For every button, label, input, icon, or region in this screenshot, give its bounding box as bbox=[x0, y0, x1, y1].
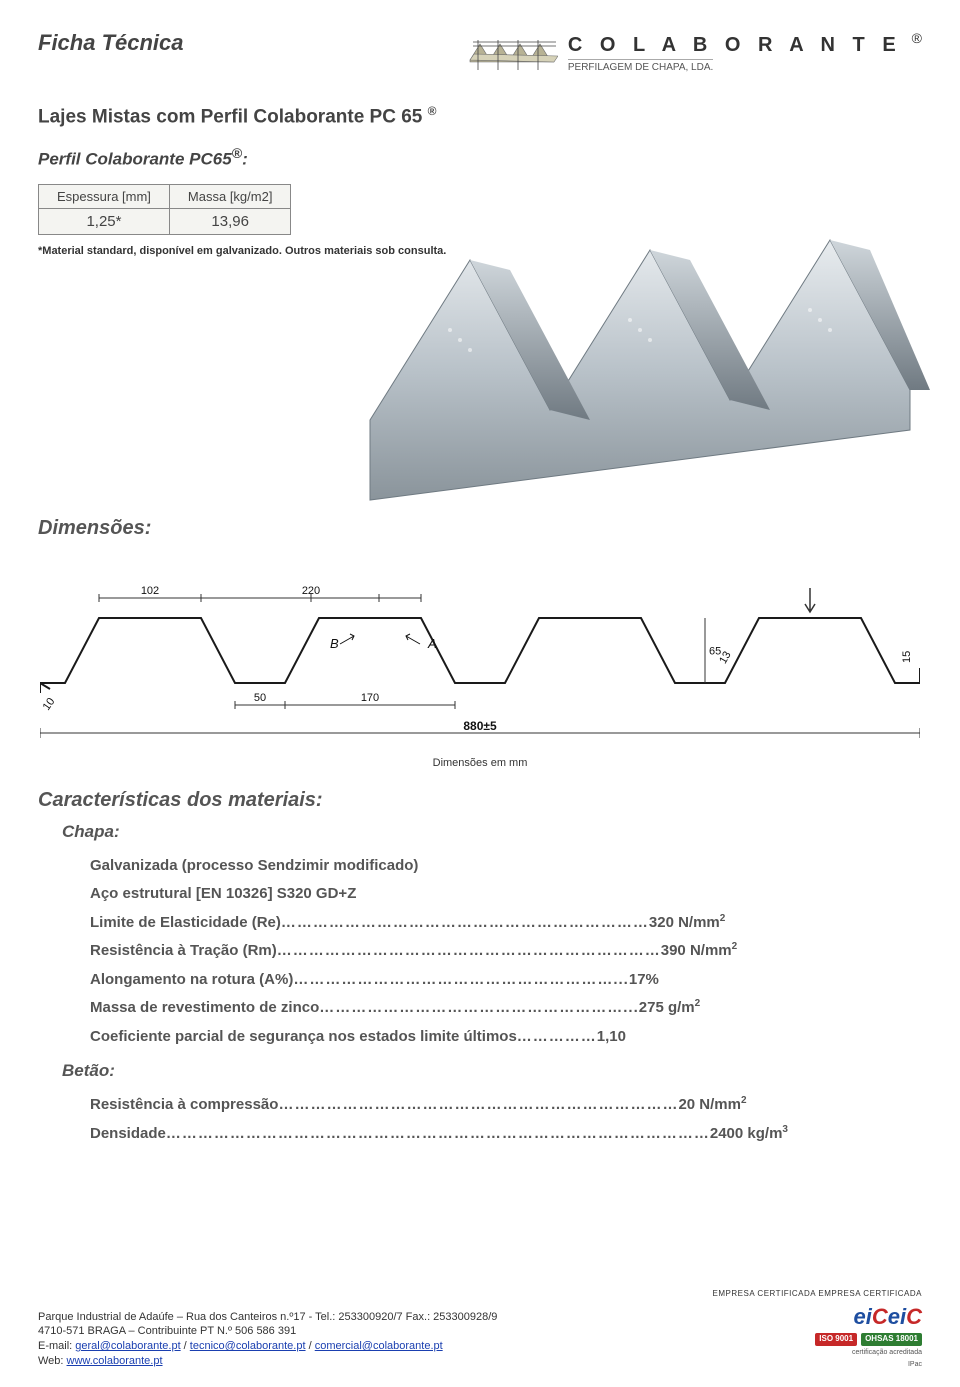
prop-value: 20 N/mm2 bbox=[678, 1091, 746, 1120]
brand-name: C O L A B O R A N T E bbox=[568, 34, 902, 57]
email-link-1[interactable]: geral@colaborante.pt bbox=[75, 1340, 180, 1352]
svg-text:220: 220 bbox=[302, 585, 320, 597]
brand-block: C O L A B O R A N T E PERFILAGEM DE CHAP… bbox=[468, 30, 922, 76]
dots-leader: …………… bbox=[517, 1023, 597, 1052]
svg-text:102: 102 bbox=[141, 585, 159, 597]
web-link[interactable]: www.colaborante.pt bbox=[67, 1355, 163, 1367]
table-header-row: Espessura [mm] Massa [kg/m2] bbox=[39, 184, 291, 208]
footer-line-address: Parque Industrial de Adaúfe – Rua dos Ca… bbox=[38, 1310, 497, 1325]
chapa-desc-1: Galvanizada (processo Sendzimir modifica… bbox=[90, 852, 922, 881]
prop-label: Densidade bbox=[90, 1120, 166, 1149]
spec-table: Espessura [mm] Massa [kg/m2] 1,25* 13,96 bbox=[38, 184, 291, 235]
property-row: Resistência à compressão…………………………………………… bbox=[90, 1091, 922, 1120]
prop-label: Limite de Elasticidade (Re) bbox=[90, 909, 281, 938]
product-title-text: Lajes Mistas com Perfil Colaborante PC 6… bbox=[38, 106, 422, 127]
brand-row: C O L A B O R A N T E PERFILAGEM DE CHAP… bbox=[468, 30, 922, 76]
technical-drawing: 1022205017065131510BA880±5 bbox=[40, 558, 920, 748]
svg-text:B: B bbox=[330, 636, 339, 651]
prop-label: Coeficiente parcial de segurança nos est… bbox=[90, 1023, 517, 1052]
footer-line-email: E-mail: geral@colaborante.pt / tecnico@c… bbox=[38, 1339, 497, 1354]
col-thickness: Espessura [mm] bbox=[39, 184, 170, 208]
property-row: Densidade…………………………………………………………………………………… bbox=[90, 1120, 922, 1149]
drawing-caption: Dimensões em mm bbox=[38, 757, 922, 769]
web-label: Web: bbox=[38, 1355, 67, 1367]
email-label: E-mail: bbox=[38, 1340, 75, 1352]
dots-leader: ………………………………………………………………… bbox=[278, 1091, 678, 1120]
product-photo bbox=[350, 220, 930, 540]
svg-text:880±5: 880±5 bbox=[463, 719, 497, 733]
prop-label: Resistência à Tração (Rm) bbox=[90, 937, 277, 966]
page-footer: Parque Industrial de Adaúfe – Rua dos Ca… bbox=[38, 1289, 922, 1369]
brand-subtitle: PERFILAGEM DE CHAPA, LDA. bbox=[568, 59, 713, 73]
section-materials: Características dos materiais: bbox=[38, 789, 922, 812]
svg-text:50: 50 bbox=[254, 692, 266, 704]
property-row: Coeficiente parcial de segurança nos est… bbox=[90, 1023, 922, 1052]
footer-line-fiscal: 4710-571 BRAGA – Contribuinte PT N.º 506… bbox=[38, 1324, 497, 1339]
prop-value: 17% bbox=[629, 966, 659, 995]
dots-leader: …………………………………………………………… bbox=[281, 909, 649, 938]
footer-line-web: Web: www.colaborante.pt bbox=[38, 1354, 497, 1369]
property-row: Massa de revestimento de zinco…………………………… bbox=[90, 994, 922, 1023]
registered-sup: ® bbox=[232, 146, 242, 162]
cert-badges: ISO 9001 OHSAS 18001 bbox=[815, 1333, 922, 1346]
prop-label: Massa de revestimento de zinco bbox=[90, 994, 319, 1023]
profile-label: Perfil Colaborante PC65®: bbox=[38, 146, 922, 170]
dots-leader: ………………………………………………………………………………………… bbox=[166, 1120, 710, 1149]
ohsas-badge: OHSAS 18001 bbox=[861, 1333, 922, 1346]
table-row: 1,25* 13,96 bbox=[39, 208, 291, 234]
property-row: Alongamento na rotura (A%)……………………………………… bbox=[90, 966, 922, 995]
dots-leader: ……………………………………………………………… bbox=[277, 937, 661, 966]
footer-certification: EMPRESA CERTIFICADA EMPRESA CERTIFICADA … bbox=[713, 1289, 922, 1369]
prop-value: 275 g/m2 bbox=[639, 994, 700, 1023]
sep: / bbox=[306, 1340, 315, 1352]
document-title: Ficha Técnica bbox=[38, 30, 184, 56]
prop-value: 1,10 bbox=[597, 1023, 626, 1052]
registered-mark-icon: ® bbox=[912, 30, 922, 46]
svg-text:10: 10 bbox=[41, 696, 58, 713]
cell-mass: 13,96 bbox=[169, 208, 291, 234]
chapa-properties: Galvanizada (processo Sendzimir modifica… bbox=[90, 852, 922, 1052]
iso-badge: ISO 9001 bbox=[815, 1333, 857, 1346]
prop-value: 2400 kg/m3 bbox=[710, 1120, 788, 1149]
cert-small-1: certificação acreditada bbox=[852, 1348, 922, 1357]
prop-label: Resistência à compressão bbox=[90, 1091, 278, 1120]
prop-label: Alongamento na rotura (A%) bbox=[90, 966, 293, 995]
profile-label-text: Perfil Colaborante PC65 bbox=[38, 150, 232, 169]
property-row: Limite de Elasticidade (Re)…………………………………… bbox=[90, 909, 922, 938]
eiceic-logo-icon: eiCeiC bbox=[854, 1302, 923, 1332]
brand-text: C O L A B O R A N T E PERFILAGEM DE CHAP… bbox=[568, 34, 902, 73]
colon: : bbox=[242, 150, 248, 169]
dots-leader: ……………………………………………………... bbox=[293, 966, 629, 995]
svg-text:A: A bbox=[427, 636, 437, 651]
email-link-3[interactable]: comercial@colaborante.pt bbox=[315, 1340, 443, 1352]
subsection-chapa: Chapa: bbox=[62, 822, 922, 842]
property-row: Resistência à Tração (Rm)………………………………………… bbox=[90, 937, 922, 966]
svg-text:170: 170 bbox=[361, 692, 379, 704]
prop-value: 390 N/mm2 bbox=[661, 937, 737, 966]
email-link-2[interactable]: tecnico@colaborante.pt bbox=[190, 1340, 306, 1352]
cert-logo-row: eiCeiC bbox=[854, 1302, 923, 1332]
product-title: Lajes Mistas com Perfil Colaborante PC 6… bbox=[38, 104, 922, 128]
betao-properties: Resistência à compressão…………………………………………… bbox=[90, 1091, 922, 1148]
sep: / bbox=[181, 1340, 190, 1352]
registered-sup: ® bbox=[428, 104, 437, 118]
svg-text:15: 15 bbox=[901, 651, 913, 663]
cert-small-2: IPac bbox=[908, 1360, 922, 1369]
footer-contact: Parque Industrial de Adaúfe – Rua dos Ca… bbox=[38, 1310, 497, 1369]
technical-drawing-wrap: 1022205017065131510BA880±5 Dimensões em … bbox=[38, 558, 922, 769]
chapa-desc-2: Aço estrutural [EN 10326] S320 GD+Z bbox=[90, 880, 922, 909]
deck-profile-icon bbox=[468, 30, 558, 76]
col-mass: Massa [kg/m2] bbox=[169, 184, 291, 208]
dots-leader: …………………………………………………... bbox=[319, 994, 639, 1023]
cell-thickness: 1,25* bbox=[39, 208, 170, 234]
header-row: Ficha Técnica C O L A B O R A N T E PERF… bbox=[38, 30, 922, 76]
subsection-betao: Betão: bbox=[62, 1061, 922, 1081]
cert-top-text: EMPRESA CERTIFICADA EMPRESA CERTIFICADA bbox=[713, 1289, 922, 1300]
prop-value: 320 N/mm2 bbox=[649, 909, 725, 938]
